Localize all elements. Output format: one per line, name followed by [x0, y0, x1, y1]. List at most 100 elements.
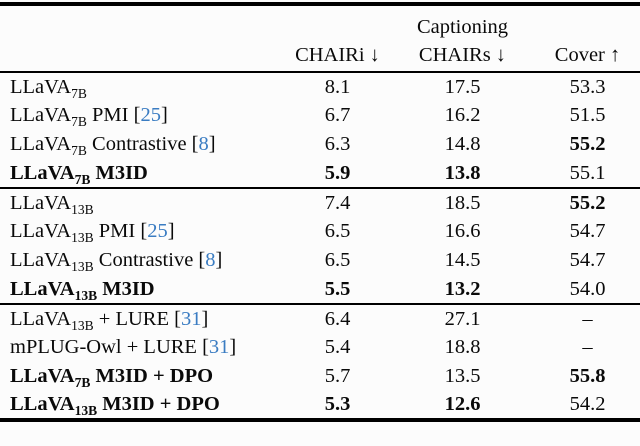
model-subscript: 7B — [71, 114, 87, 130]
col-header-chairs: CHAIRs ↓ — [418, 44, 507, 66]
chairs-value: 17.5 — [444, 75, 481, 98]
cover-value: – — [582, 336, 593, 358]
cover-value: 55.8 — [569, 365, 606, 387]
citation-ref[interactable]: 8 — [205, 249, 216, 271]
results-table: Captioning CHAIRi ↓ CHAIRs ↓ Cover ↑ LLa… — [0, 2, 640, 422]
model-label: LLaVA7B PMI [25] — [0, 101, 285, 130]
bracket-open: [ — [191, 133, 199, 155]
col-header-cover: Cover ↑ — [554, 44, 621, 66]
model-label: LLaVA13B — [0, 188, 285, 217]
citation-ref[interactable]: 31 — [180, 307, 202, 330]
table-header: Captioning CHAIRi ↓ CHAIRs ↓ Cover ↑ — [0, 4, 640, 72]
model-suffix: Contrastive — [86, 133, 192, 155]
bracket-open: [ — [133, 104, 141, 126]
chairi-value: 6.4 — [324, 307, 351, 330]
table-row: LLaVA13B + LURE [31] 6.4 27.1 – — [0, 304, 640, 333]
chairs-value: 27.1 — [444, 307, 481, 330]
table-row: LLaVA7B M3ID 5.9 13.8 55.1 — [0, 159, 640, 188]
bracket-close: ] — [215, 249, 223, 271]
chairs-value: 13.2 — [444, 277, 481, 300]
model-name: LLaVA — [10, 133, 72, 155]
chairi-value: 6.5 — [324, 249, 351, 271]
column-header-row: CHAIRi ↓ CHAIRs ↓ Cover ↑ — [0, 40, 640, 72]
chairs-value: 14.8 — [444, 133, 481, 155]
model-label: LLaVA13B Contrastive [8] — [0, 246, 285, 275]
chairi-value: 5.7 — [324, 365, 351, 387]
model-subscript: 7B — [71, 85, 87, 101]
empty-corner-cell — [0, 4, 285, 40]
chairi-value: 5.3 — [324, 393, 351, 415]
model-subscript: 7B — [71, 143, 87, 159]
bracket-close: ] — [208, 133, 216, 155]
chairs-value: 18.5 — [444, 191, 481, 214]
chairs-value: 16.6 — [444, 220, 481, 242]
chairi-value: 8.1 — [324, 75, 351, 98]
cover-value: 51.5 — [569, 104, 606, 126]
chairs-value: 12.6 — [444, 393, 481, 415]
model-name: LLaVA — [10, 307, 72, 330]
model-suffix: Contrastive — [93, 249, 199, 271]
model-subscript: 13B — [71, 201, 94, 217]
table-row: mPLUG-Owl + LURE [31] 5.4 18.8 – — [0, 333, 640, 362]
bracket-close: ] — [201, 307, 209, 330]
cover-value: – — [582, 307, 593, 330]
cover-value: 54.7 — [569, 220, 606, 242]
chairs-value: 18.8 — [444, 336, 481, 358]
cover-value: 55.1 — [569, 161, 606, 184]
model-suffix: M3ID + DPO — [90, 365, 214, 387]
model-name: LLaVA — [10, 75, 72, 98]
column-group-header-row: Captioning — [0, 4, 640, 40]
model-name: LLaVA — [10, 191, 72, 214]
table-row: LLaVA13B M3ID 5.5 13.2 54.0 — [0, 275, 640, 304]
bracket-open: [ — [174, 307, 181, 330]
citation-ref[interactable]: 25 — [147, 220, 168, 242]
model-subscript: 7B — [74, 375, 91, 391]
chairi-value: 5.4 — [324, 336, 351, 358]
model-label: LLaVA7B M3ID + DPO — [0, 362, 285, 391]
cover-value: 54.0 — [569, 277, 606, 300]
cover-value: 54.7 — [569, 249, 606, 271]
model-label: LLaVA13B M3ID + DPO — [0, 391, 285, 420]
model-subscript: 13B — [74, 403, 98, 419]
chairs-value: 13.8 — [444, 161, 481, 184]
cover-value: 54.2 — [569, 393, 606, 415]
model-subscript: 13B — [71, 259, 94, 275]
bracket-open: [ — [198, 249, 206, 271]
model-name: LLaVA — [10, 277, 75, 300]
model-label: LLaVA7B — [0, 72, 285, 101]
model-label: LLaVA13B M3ID — [0, 275, 285, 304]
model-name: LLaVA — [10, 220, 72, 242]
model-suffix: M3ID + DPO — [97, 393, 220, 415]
model-suffix: PMI — [86, 104, 134, 126]
table-row: LLaVA13B 7.4 18.5 55.2 — [0, 188, 640, 217]
col-header-chairi: CHAIRi ↓ — [295, 44, 380, 66]
bracket-close: ] — [167, 220, 175, 242]
table-row: LLaVA13B M3ID + DPO 5.3 12.6 54.2 — [0, 391, 640, 420]
citation-ref[interactable]: 31 — [208, 336, 230, 358]
model-name: LLaVA — [10, 104, 72, 126]
table-group-llava7b: LLaVA7B 8.1 17.5 53.3 LLaVA7B PMI [25] 6… — [0, 72, 640, 188]
model-name: mPLUG-Owl + LURE — [10, 336, 203, 358]
table-row: LLaVA7B PMI [25] 6.7 16.2 51.5 — [0, 101, 640, 130]
model-name: LLaVA — [10, 393, 75, 415]
citation-ref[interactable]: 25 — [140, 104, 161, 126]
table-group-baselines-dpo: LLaVA13B + LURE [31] 6.4 27.1 – mPLUG-Ow… — [0, 304, 640, 420]
model-subscript: 13B — [74, 287, 98, 303]
model-suffix: + LURE — [93, 307, 175, 330]
model-subscript: 13B — [71, 230, 94, 246]
model-name: LLaVA — [10, 249, 72, 271]
model-subscript: 7B — [74, 171, 91, 187]
chairi-value: 6.5 — [324, 220, 351, 242]
chairi-value: 7.4 — [324, 191, 351, 214]
table-row: LLaVA7B M3ID + DPO 5.7 13.5 55.8 — [0, 362, 640, 391]
bracket-open: [ — [202, 336, 209, 358]
model-suffix: M3ID — [90, 161, 148, 184]
bracket-close: ] — [160, 104, 168, 126]
model-label: LLaVA13B + LURE [31] — [0, 304, 285, 333]
chairi-value: 5.9 — [324, 161, 351, 184]
cover-value: 55.2 — [569, 191, 606, 214]
model-name: LLaVA — [10, 365, 75, 387]
citation-ref[interactable]: 8 — [198, 133, 209, 155]
model-subscript: 13B — [71, 317, 94, 333]
chairi-value: 5.5 — [324, 277, 351, 300]
